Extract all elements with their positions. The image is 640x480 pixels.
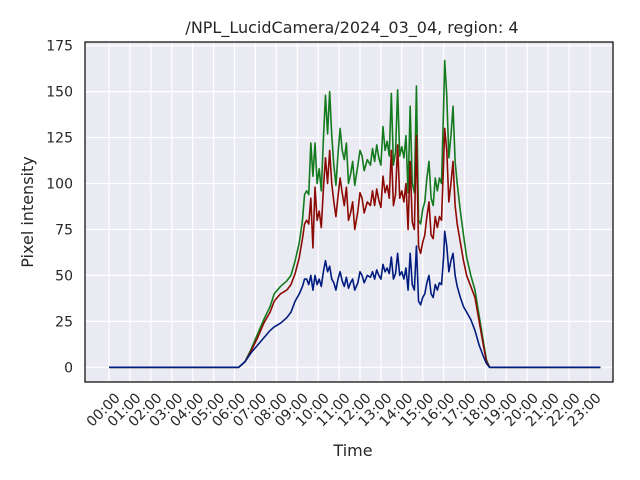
- plot-frame: [84, 41, 614, 383]
- series-line-2: [109, 127, 601, 369]
- y-tick-label: 175: [46, 39, 73, 55]
- y-tick-label: 75: [55, 222, 73, 238]
- y-tick-label: 100: [46, 177, 73, 193]
- chart-title: /NPL_LucidCamera/2024_03_04, region: 4: [185, 18, 518, 38]
- y-tick-labels: 0 25 50 75 100 125 150 175: [46, 39, 73, 377]
- series-line-1: [109, 59, 601, 369]
- x-tick-labels: 00:0001:0002:0003:0004:0005:0006:0007:00…: [84, 390, 605, 430]
- y-tick-label: 50: [55, 268, 73, 284]
- y-tick-label: 125: [46, 131, 73, 147]
- y-tick-label: 25: [55, 314, 73, 330]
- grid: [85, 42, 613, 382]
- plot-background: [85, 42, 613, 382]
- series-group: [109, 59, 601, 369]
- y-tick-label: 0: [64, 360, 73, 376]
- x-axis-label: Time: [332, 441, 372, 460]
- y-tick-label: 150: [46, 85, 73, 101]
- y-axis-label: Pixel intensity: [18, 156, 37, 267]
- series-line-3: [109, 230, 601, 369]
